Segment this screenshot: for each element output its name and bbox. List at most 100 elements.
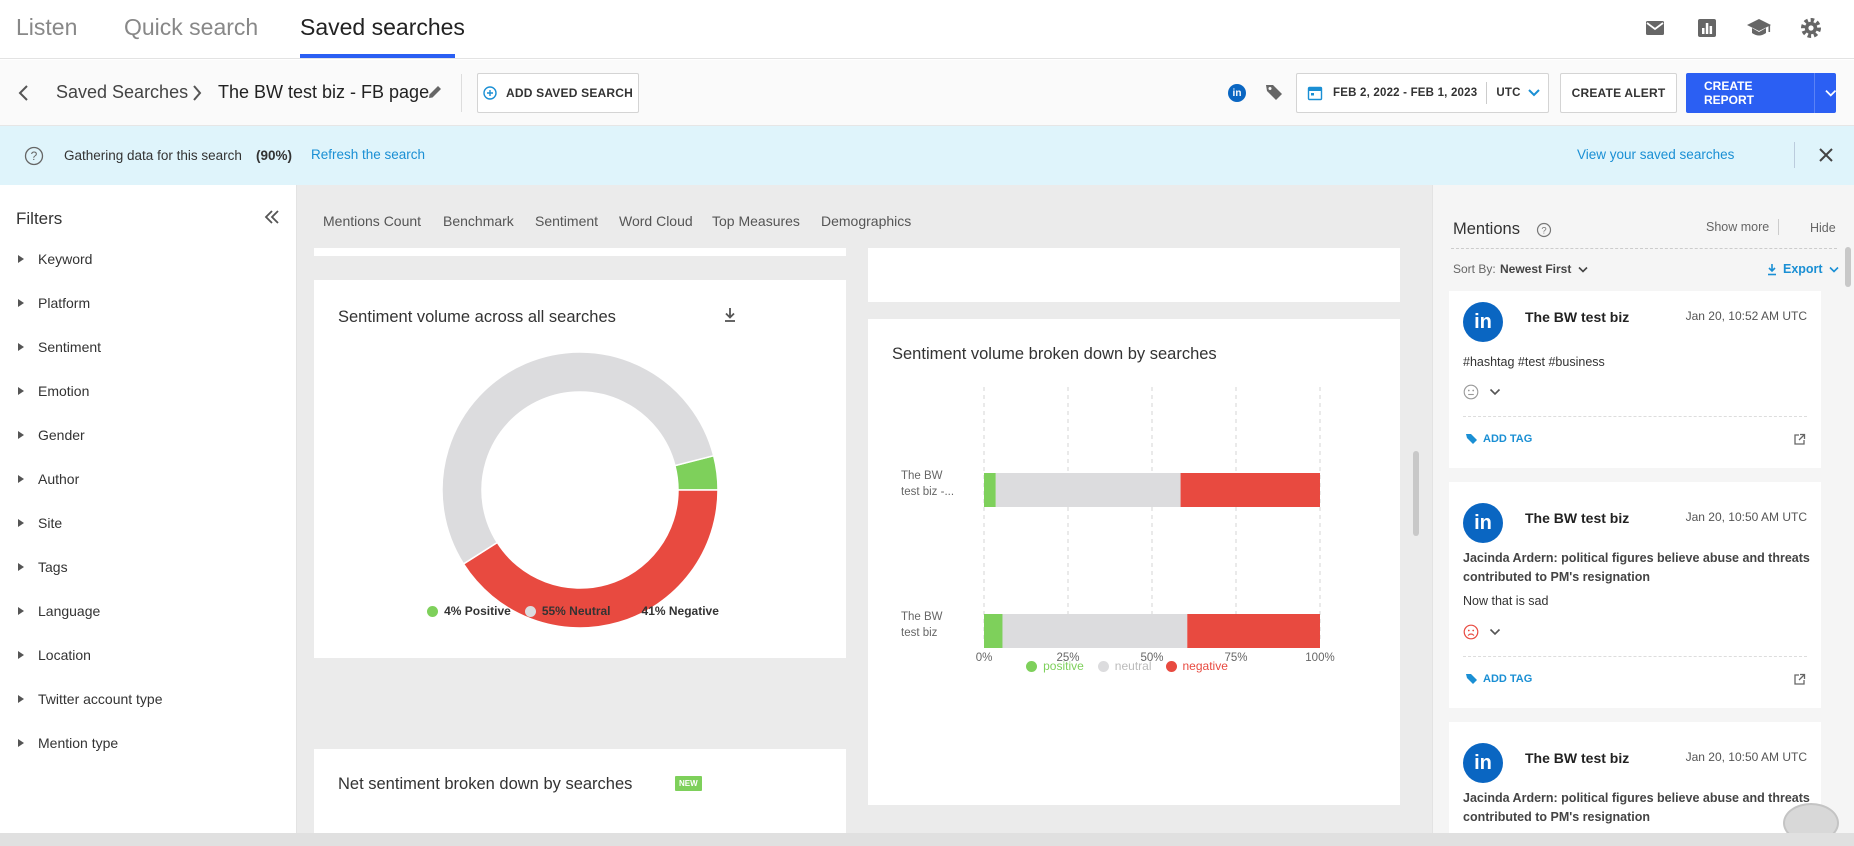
sort-dropdown[interactable]: Newest First bbox=[1500, 262, 1572, 276]
external-link-icon[interactable] bbox=[1793, 673, 1806, 686]
donut-slice-negative[interactable] bbox=[462, 489, 719, 629]
scrollbar-thumb[interactable] bbox=[1845, 247, 1851, 287]
chevron-down-icon[interactable] bbox=[1489, 388, 1501, 396]
report-icon[interactable] bbox=[1693, 14, 1721, 42]
x-tick-label: 50% bbox=[1140, 652, 1163, 664]
mention-author[interactable]: The BW test biz bbox=[1525, 510, 1630, 526]
legend-label: negative bbox=[1182, 659, 1228, 673]
subtab-demographics[interactable]: Demographics bbox=[821, 213, 912, 229]
filter-tags[interactable]: Tags bbox=[18, 559, 68, 575]
filter-site[interactable]: Site bbox=[18, 515, 62, 531]
negative-face-icon[interactable] bbox=[1463, 624, 1479, 640]
legend-swatch bbox=[524, 605, 536, 617]
caret-right-icon bbox=[18, 651, 24, 659]
view-saved-searches-link[interactable]: View your saved searches bbox=[1577, 147, 1735, 162]
donut-legend: 4% Positive 55% Neutral 41% Negative bbox=[314, 604, 846, 618]
filter-emotion[interactable]: Emotion bbox=[18, 383, 89, 399]
legend-swatch bbox=[1026, 660, 1038, 672]
mention-headline[interactable]: Jacinda Ardern: political figures believ… bbox=[1463, 551, 1810, 584]
filter-label: Site bbox=[38, 515, 63, 531]
mention-card[interactable]: in The BW test biz Jan 20, 10:50 AM UTC … bbox=[1449, 482, 1821, 708]
external-link-icon[interactable] bbox=[1793, 433, 1806, 446]
close-icon[interactable] bbox=[1818, 147, 1834, 163]
show-more-link[interactable]: Show more bbox=[1706, 220, 1770, 234]
filter-mention-type[interactable]: Mention type bbox=[18, 735, 118, 751]
mention-headline[interactable]: Jacinda Ardern: political figures believ… bbox=[1463, 791, 1810, 824]
tab-quick-search[interactable]: Quick search bbox=[124, 14, 259, 40]
linkedin-platform-icon[interactable]: in bbox=[1228, 84, 1246, 102]
refresh-search-link[interactable]: Refresh the search bbox=[311, 147, 426, 162]
back-chevron-icon[interactable] bbox=[16, 84, 32, 102]
legend-label: positive bbox=[1043, 659, 1084, 673]
net-sentiment-card: Net sentiment broken down by searches NE… bbox=[314, 749, 846, 833]
date-range-picker[interactable]: FEB 2, 2022 - FEB 1, 2023 UTC bbox=[1296, 73, 1549, 113]
help-circle-icon: ? bbox=[24, 146, 44, 166]
legend-neutral[interactable]: neutral bbox=[1097, 659, 1152, 673]
bar-segment-positive[interactable] bbox=[984, 473, 996, 507]
mail-icon[interactable] bbox=[1641, 14, 1669, 42]
chevron-down-icon[interactable] bbox=[1489, 628, 1501, 636]
download-icon[interactable] bbox=[722, 306, 738, 324]
filter-location[interactable]: Location bbox=[18, 647, 91, 663]
add-tag-button[interactable]: ADD TAG bbox=[1465, 432, 1532, 445]
card-title: Sentiment volume across all searches bbox=[338, 308, 616, 326]
chevron-down-icon[interactable] bbox=[1578, 266, 1588, 274]
chevron-down-icon[interactable] bbox=[1824, 89, 1837, 97]
filter-gender[interactable]: Gender bbox=[18, 427, 85, 443]
bar-segment-negative[interactable] bbox=[1187, 614, 1320, 648]
banner-progress: (90%) bbox=[256, 148, 293, 163]
tab-saved-searches[interactable]: Saved searches bbox=[300, 14, 465, 40]
export-button[interactable]: Export bbox=[1783, 262, 1823, 276]
mention-author[interactable]: The BW test biz bbox=[1525, 309, 1630, 325]
mention-card[interactable]: in The BW test biz Jan 20, 10:52 AM UTC … bbox=[1449, 291, 1821, 468]
add-tag-label: ADD TAG bbox=[1483, 672, 1533, 685]
breadcrumb-chevron-icon bbox=[193, 85, 202, 101]
legend-negative: 41% Negative bbox=[624, 604, 719, 618]
collapse-sidebar-icon[interactable] bbox=[263, 209, 281, 225]
hide-link[interactable]: Hide bbox=[1810, 221, 1836, 235]
subtab-mentions-count[interactable]: Mentions Count bbox=[323, 213, 422, 229]
subtab-word-cloud[interactable]: Word Cloud bbox=[619, 213, 693, 229]
edit-pencil-icon[interactable] bbox=[426, 83, 444, 101]
legend-negative[interactable]: negative bbox=[1165, 659, 1228, 673]
legend-label: 41% Negative bbox=[641, 604, 719, 618]
filter-sentiment[interactable]: Sentiment bbox=[18, 339, 101, 355]
bar-segment-negative[interactable] bbox=[1180, 473, 1320, 507]
legend-positive[interactable]: positive bbox=[1026, 659, 1084, 673]
filter-language[interactable]: Language bbox=[18, 603, 100, 619]
y-category-label: test biz -... bbox=[901, 486, 954, 498]
breadcrumb-saved-searches[interactable]: Saved Searches bbox=[56, 82, 189, 102]
filter-label: Author bbox=[38, 471, 80, 487]
help-circle-icon[interactable]: ? bbox=[1536, 222, 1552, 238]
filter-keyword[interactable]: Keyword bbox=[18, 251, 92, 267]
academy-icon[interactable] bbox=[1745, 14, 1773, 42]
create-report-button[interactable]: CREATE REPORT bbox=[1686, 73, 1836, 113]
filter-label: Location bbox=[38, 647, 91, 663]
subtab-sentiment[interactable]: Sentiment bbox=[535, 213, 599, 229]
subtab-top-measures[interactable]: Top Measures bbox=[712, 213, 800, 229]
subtab-benchmark[interactable]: Benchmark bbox=[443, 213, 514, 229]
bar-segment-neutral[interactable] bbox=[1002, 614, 1188, 648]
donut-slice-neutral[interactable] bbox=[441, 351, 715, 565]
add-tag-button[interactable]: ADD TAG bbox=[1465, 672, 1532, 685]
chat-support-icon[interactable] bbox=[1783, 803, 1839, 833]
chevron-down-icon[interactable] bbox=[1829, 266, 1839, 274]
export-download-icon[interactable] bbox=[1766, 263, 1778, 276]
tag-icon[interactable] bbox=[1264, 82, 1284, 102]
settings-icon[interactable] bbox=[1797, 14, 1825, 42]
bar-segment-positive[interactable] bbox=[984, 614, 1003, 648]
caret-right-icon bbox=[18, 695, 24, 703]
bar-segment-neutral[interactable] bbox=[995, 473, 1181, 507]
filter-platform[interactable]: Platform bbox=[18, 295, 90, 311]
tab-listen[interactable]: Listen bbox=[16, 14, 78, 40]
card-partial bbox=[868, 248, 1400, 302]
add-saved-search-button[interactable]: ADD SAVED SEARCH bbox=[477, 73, 639, 113]
filter-twitter-account-type[interactable]: Twitter account type bbox=[18, 691, 163, 707]
create-alert-button[interactable]: CREATE ALERT bbox=[1560, 73, 1677, 113]
scrollbar-thumb[interactable] bbox=[1413, 451, 1419, 536]
mention-card[interactable]: in The BW test biz Jan 20, 10:50 AM UTC … bbox=[1449, 722, 1821, 833]
mention-author[interactable]: The BW test biz bbox=[1525, 750, 1630, 766]
neutral-face-icon[interactable] bbox=[1463, 384, 1479, 400]
calendar-icon bbox=[1307, 86, 1323, 101]
filter-author[interactable]: Author bbox=[18, 471, 79, 487]
